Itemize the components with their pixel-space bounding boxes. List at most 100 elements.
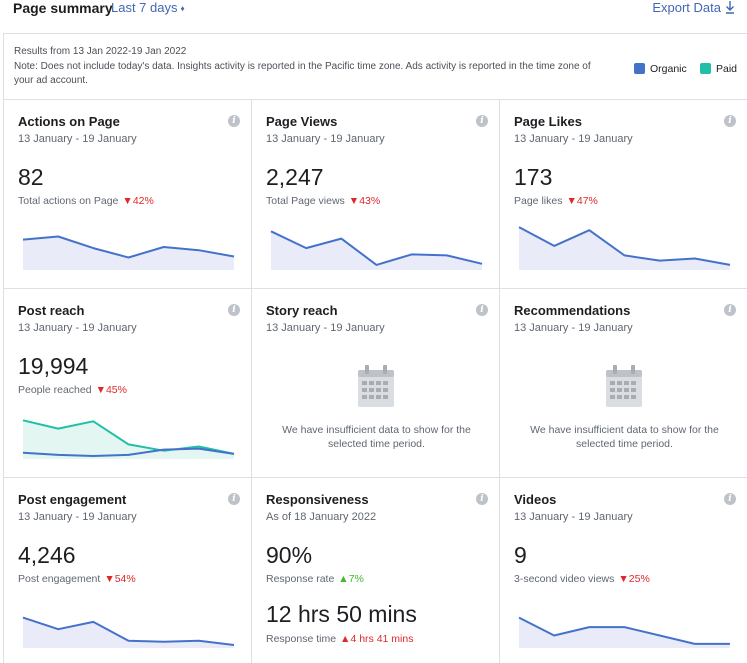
card-title: Post reach [18,303,85,318]
card-value: 173 [514,164,553,190]
arrow-down-icon: ▼ [348,195,360,207]
info-icon[interactable]: i [228,115,240,127]
card-title: Recommendations [514,303,631,318]
change-value: 7% [348,573,364,585]
change-badge: ▼45% [96,384,127,396]
paid-series-line [22,419,235,455]
card-post-engagement[interactable]: Post engagement 13 January - 19 January … [3,478,252,663]
organic-series-line [22,447,235,457]
change-badge: ▼42% [122,195,153,207]
change-value: 4 hrs 41 mins [350,633,414,645]
header: Page summary Last 7 days ♦ Export Data [0,0,747,20]
card-title: Post engagement [18,492,127,507]
response-rate-text: Response rate [266,573,335,585]
sparkline-chart [518,616,730,648]
arrow-down-icon: ▼ [104,573,115,585]
calendar-icon [606,365,642,407]
info-icon[interactable]: i [476,304,488,316]
info-icon[interactable]: i [476,115,488,127]
arrow-down-icon: ▼ [566,195,577,207]
sparkline-chart [22,616,235,648]
organic-series-area [271,231,482,270]
sparkline-chart [22,235,235,270]
card-value: 19,994 [18,353,89,379]
card-metric-label: Post engagement [18,573,101,585]
info-icon[interactable]: i [228,493,240,505]
legend-paid: Paid [700,63,737,75]
legend-organic-label: Organic [650,63,687,75]
card-date: 13 January - 19 January [18,322,137,334]
organic-series-line [270,230,483,266]
card-label: Page likes ▼47% [514,195,598,207]
organic-series-area [23,236,234,270]
sparkline-chart [270,230,483,270]
card-post-reach[interactable]: Post reach 13 January - 19 January i 19,… [3,289,252,478]
period-caret-icon: ♦ [180,4,185,13]
change-value: 43% [359,195,381,207]
change-badge: ▼25% [618,573,649,585]
summary-grid: Actions on Page 13 January - 19 January … [3,99,747,663]
card-value: 2,247 [266,164,324,190]
card-metric-label: 3-second video views [514,573,615,585]
export-data-button[interactable]: Export Data [652,0,735,15]
card-metric-label: Total actions on Page [18,195,119,207]
period-label: Last 7 days [111,0,178,15]
card-value: 4,246 [18,542,76,568]
card-metric-label: Page likes [514,195,563,207]
response-time-label: Response time ▲4 hrs 41 mins [266,633,413,645]
card-actions-on-page[interactable]: Actions on Page 13 January - 19 January … [3,100,252,289]
card-label: Post engagement ▼54% [18,573,136,585]
card-date: 13 January - 19 January [18,133,137,145]
card-metric-label: People reached [18,384,92,396]
response-time-value: 12 hrs 50 mins [266,601,417,627]
organic-swatch [634,63,645,74]
response-rate-label: Response rate ▲7% [266,573,364,585]
organic-series-line [518,616,730,645]
info-icon[interactable]: i [724,304,736,316]
card-videos[interactable]: Videos 13 January - 19 January i 9 3-sec… [499,478,747,663]
export-data-label: Export Data [652,0,721,15]
info-icon[interactable]: i [724,115,736,127]
info-icon[interactable]: i [476,493,488,505]
page-title: Page summary [13,0,113,16]
organic-series-area [23,617,234,648]
legend-paid-label: Paid [716,63,738,75]
change-badge: ▼43% [349,195,380,207]
card-title: Page Views [266,114,338,129]
info-icon[interactable]: i [724,493,736,505]
card-page-likes[interactable]: Page Likes 13 January - 19 January i 173… [499,100,747,289]
card-date: 13 January - 19 January [514,322,633,334]
change-value: 42% [132,195,154,207]
card-responsiveness[interactable]: Responsiveness As of 18 January 2022 i 9… [251,478,500,663]
arrow-up-icon: ▲ [340,633,351,645]
card-recommendations[interactable]: Recommendations 13 January - 19 January … [499,289,747,478]
change-badge: ▲7% [338,573,364,585]
card-value: 82 [18,164,44,190]
card-title: Responsiveness [266,492,369,507]
organic-series-line [22,235,235,259]
empty-message: We have insufficient data to show for th… [530,424,719,450]
arrow-down-icon: ▼ [618,573,629,585]
card-story-reach[interactable]: Story reach 13 January - 19 January i We… [251,289,500,478]
paid-swatch [700,63,711,74]
change-value: 54% [114,573,136,585]
response-time-text: Response time [266,633,337,645]
card-value: 9 [514,542,527,568]
arrow-down-icon: ▼ [95,384,106,396]
card-date: 13 January - 19 January [18,511,137,523]
reach-chart [22,419,235,459]
organic-series-line [518,226,731,266]
period-dropdown[interactable]: Last 7 days ♦ [111,0,185,15]
info-icon[interactable]: i [228,304,240,316]
arrow-up-icon: ▲ [338,573,349,585]
calendar-icon [358,365,394,407]
card-date: 13 January - 19 January [266,133,385,145]
card-date: 13 January - 19 January [514,133,633,145]
card-date: 13 January - 19 January [514,511,633,523]
card-date: 13 January - 19 January [266,322,385,334]
card-page-views[interactable]: Page Views 13 January - 19 January i 2,2… [251,100,500,289]
empty-message: We have insufficient data to show for th… [282,424,471,450]
card-label: People reached ▼45% [18,384,127,396]
sparkline-chart [518,226,731,270]
organic-series-area [519,227,730,270]
